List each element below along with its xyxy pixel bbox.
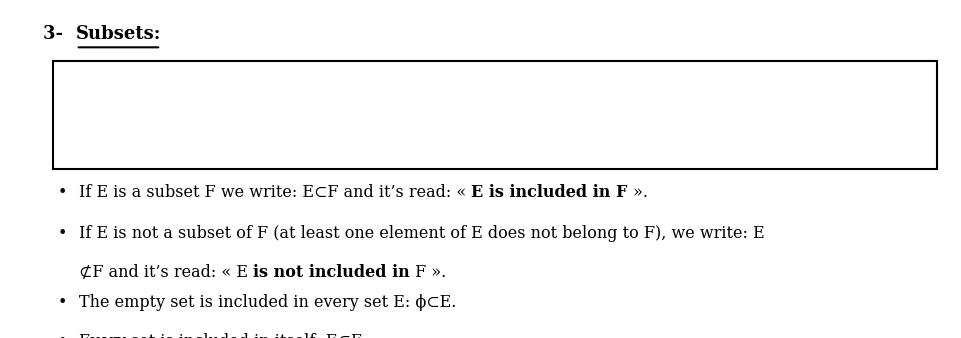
Text: •: •	[58, 294, 67, 311]
Text: ), if every element of the set E is also an element of: ), if every element of the set E is also…	[359, 74, 778, 91]
Text: F: F	[192, 74, 204, 91]
Text: Every set is included in itself: E⊂E.: Every set is included in itself: E⊂E.	[79, 333, 367, 338]
Text: F: F	[348, 74, 359, 91]
Text: the set F.: the set F.	[62, 120, 137, 137]
Text: is not included in: is not included in	[253, 264, 409, 281]
Text: E: E	[62, 74, 75, 91]
Text: E: E	[237, 74, 250, 91]
Text: •: •	[58, 333, 67, 338]
Text: ».: ».	[628, 184, 648, 201]
Text: subset: subset	[113, 74, 166, 91]
Text: E is included in F: E is included in F	[471, 184, 628, 201]
Text: If E is not a subset of F (at least one element of E does not belong to F), we w: If E is not a subset of F (at least one …	[79, 225, 764, 242]
Text: is a part of: is a part of	[250, 74, 348, 91]
Text: The empty set is included in every set E: ϕ⊂E.: The empty set is included in every set E…	[79, 294, 456, 311]
Text: Subsets:: Subsets:	[76, 25, 161, 43]
Text: 3-: 3-	[43, 25, 76, 43]
Text: If E is a subset F we write: E⊂F and it’s read: «: If E is a subset F we write: E⊂F and it’…	[79, 184, 471, 201]
Text: ⊄F and it’s read: « E: ⊄F and it’s read: « E	[79, 264, 253, 281]
Text: or (: or (	[204, 74, 237, 91]
Text: •: •	[58, 225, 67, 242]
Text: •: •	[58, 184, 67, 201]
Text: is a: is a	[75, 74, 113, 91]
Text: of: of	[166, 74, 192, 91]
Text: F ».: F ».	[409, 264, 446, 281]
